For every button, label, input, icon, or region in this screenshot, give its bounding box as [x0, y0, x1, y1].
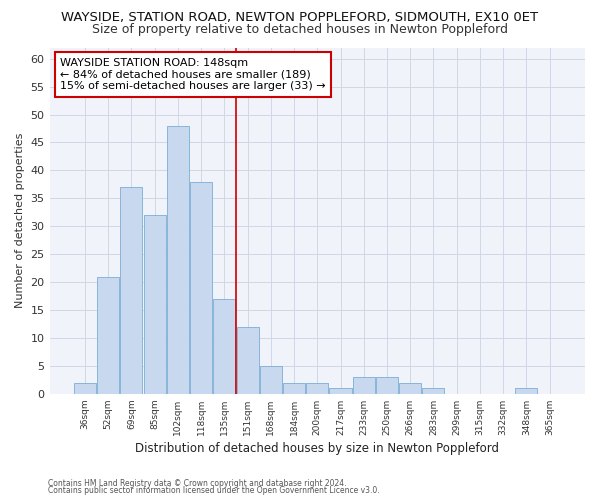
Text: WAYSIDE STATION ROAD: 148sqm
← 84% of detached houses are smaller (189)
15% of s: WAYSIDE STATION ROAD: 148sqm ← 84% of de… [60, 58, 326, 91]
Bar [74, 382, 96, 394]
Y-axis label: Number of detached properties: Number of detached properties [15, 133, 25, 308]
Text: Size of property relative to detached houses in Newton Poppleford: Size of property relative to detached ho… [92, 24, 508, 36]
Bar [190, 182, 212, 394]
Bar [353, 377, 375, 394]
Bar [97, 276, 119, 394]
Bar [283, 382, 305, 394]
Bar [260, 366, 282, 394]
Bar [422, 388, 445, 394]
Bar [376, 377, 398, 394]
Bar [306, 382, 328, 394]
Bar [143, 215, 166, 394]
Bar [167, 126, 189, 394]
Bar [213, 299, 235, 394]
Text: WAYSIDE, STATION ROAD, NEWTON POPPLEFORD, SIDMOUTH, EX10 0ET: WAYSIDE, STATION ROAD, NEWTON POPPLEFORD… [61, 12, 539, 24]
Bar [329, 388, 352, 394]
Bar [515, 388, 538, 394]
X-axis label: Distribution of detached houses by size in Newton Poppleford: Distribution of detached houses by size … [135, 442, 499, 455]
Bar [236, 327, 259, 394]
Text: Contains public sector information licensed under the Open Government Licence v3: Contains public sector information licen… [48, 486, 380, 495]
Bar [399, 382, 421, 394]
Text: Contains HM Land Registry data © Crown copyright and database right 2024.: Contains HM Land Registry data © Crown c… [48, 478, 347, 488]
Bar [121, 187, 142, 394]
